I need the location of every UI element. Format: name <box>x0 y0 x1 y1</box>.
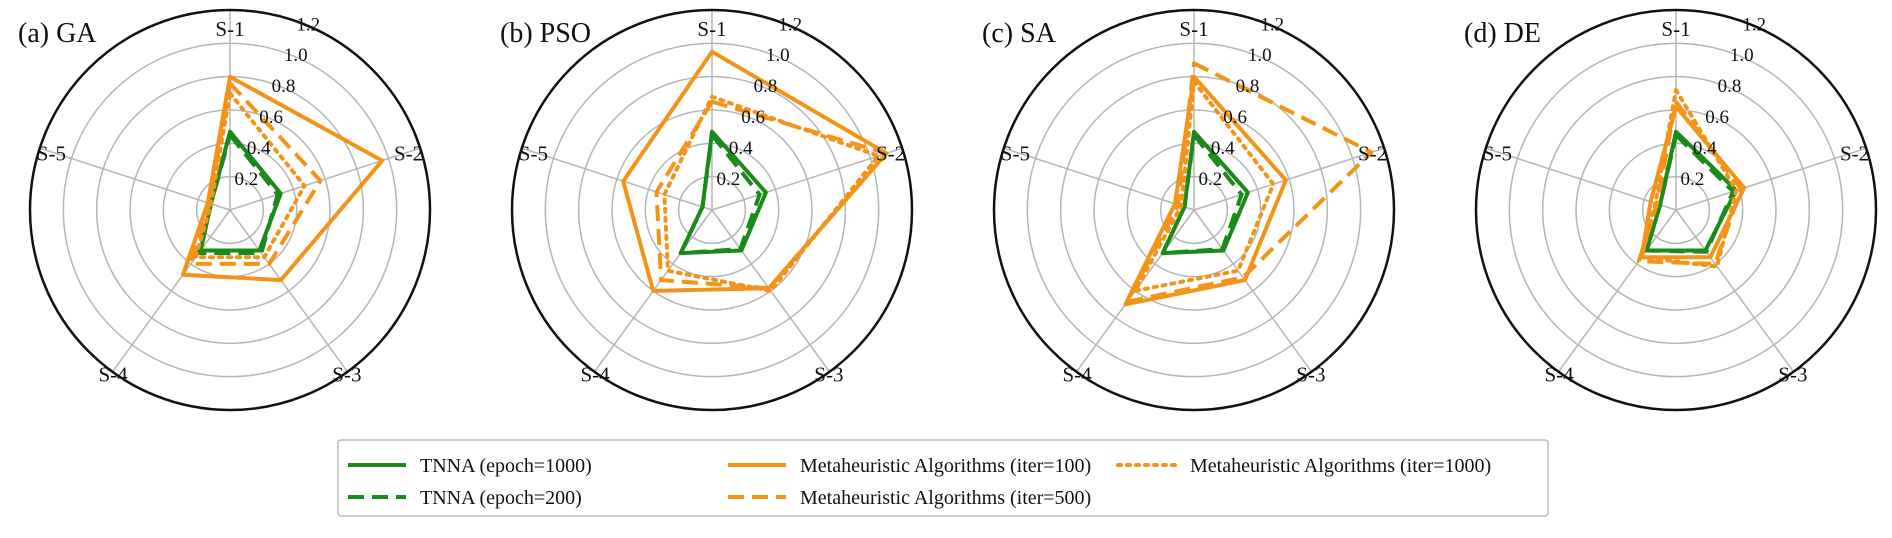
axis-spoke <box>1193 147 1385 211</box>
legend-entries: TNNA (epoch=1000) Metaheuristic Algorithm… <box>348 455 1491 509</box>
series-line <box>1133 79 1276 293</box>
axis-label: S-3 <box>1296 362 1325 386</box>
radar-panel: 0.2 0.4 0.6 0.8 1.0 1.2 S-1 S-2 S-3 S-4 S-5 (a) GA <box>18 8 432 412</box>
tick-label: 0.6 <box>1705 107 1729 128</box>
axis-label: S-4 <box>581 362 611 386</box>
tick-label: 0.2 <box>1681 169 1705 190</box>
legend-label: TNNA (epoch=1000) <box>420 455 592 477</box>
series-line <box>678 129 768 256</box>
tick-label: 0.4 <box>729 138 753 159</box>
axis-label: S-3 <box>1778 362 1807 386</box>
panel-title: (c) SA <box>982 18 1057 49</box>
outer-frame <box>510 8 914 412</box>
tick-label: 1.2 <box>1742 14 1766 35</box>
axis-spoke <box>229 209 349 373</box>
series-line <box>621 49 889 293</box>
axis-spoke <box>1557 209 1677 373</box>
tick-label: 0.2 <box>1199 169 1223 190</box>
axis-label: S-1 <box>1661 17 1690 41</box>
radar-panel: 0.2 0.4 0.6 0.8 1.0 1.2 S-1 S-2 S-3 S-4 S-5 (d) DE <box>1464 8 1878 412</box>
series-line <box>1639 104 1747 260</box>
tick-label: 1.2 <box>296 14 320 35</box>
axis-spoke <box>39 147 231 211</box>
tick-label: 0.2 <box>235 169 259 190</box>
axis-spoke <box>229 147 421 211</box>
legend-item: Metaheuristic Algorithms (iter=100) <box>728 455 1091 477</box>
radar-panels: 0.20.40.60.81.01.2S-1S-2S-3S-4S-5(a) GA0… <box>18 8 1878 412</box>
series-line <box>678 133 762 256</box>
axis-spoke <box>1003 147 1195 211</box>
axis-label: S-4 <box>1545 362 1575 386</box>
legend-item: Metaheuristic Algorithms (iter=1000) <box>1116 455 1491 477</box>
axis-label: S-1 <box>1179 17 1208 41</box>
axis-label: S-2 <box>876 142 905 166</box>
legend-label: Metaheuristic Algorithms (iter=100) <box>800 455 1091 477</box>
tick-label: 0.6 <box>1223 107 1247 128</box>
tick-label: 0.8 <box>272 76 296 97</box>
radar-panel: 0.2 0.4 0.6 0.8 1.0 1.2 S-1 S-2 S-3 S-4 S-5 (c) SA <box>982 8 1396 412</box>
tick-label: 1.0 <box>284 45 308 66</box>
series-line <box>1644 133 1736 254</box>
legend-label: Metaheuristic Algorithms (iter=1000) <box>1190 455 1491 477</box>
legend-label: Metaheuristic Algorithms (iter=500) <box>800 487 1091 509</box>
axis-label: S-1 <box>215 17 244 41</box>
series-line <box>1160 129 1250 256</box>
tick-label: 1.0 <box>1248 45 1272 66</box>
tick-label: 1.0 <box>766 45 790 66</box>
axis-label: S-3 <box>814 362 843 386</box>
legend-item: TNNA (epoch=200) <box>348 487 582 509</box>
tick-label: 0.8 <box>1236 76 1260 97</box>
axis-label: S-1 <box>697 17 726 41</box>
outer-frame <box>28 8 432 412</box>
axis-label: S-2 <box>1358 142 1387 166</box>
panel-title: (a) GA <box>18 18 97 49</box>
series-line <box>662 94 881 293</box>
axis-label: S-3 <box>332 362 361 386</box>
axis-spoke <box>1675 147 1867 211</box>
series-line <box>1160 133 1244 256</box>
outer-frame <box>992 8 1396 412</box>
tick-label: 1.2 <box>1260 14 1284 35</box>
tick-label: 1.0 <box>1730 45 1754 66</box>
axis-spoke <box>711 147 903 211</box>
series-line <box>654 99 889 291</box>
legend-item: Metaheuristic Algorithms (iter=500) <box>728 487 1091 509</box>
tick-label: 0.2 <box>717 169 741 190</box>
axis-label: S-5 <box>519 142 548 166</box>
legend-label: TNNA (epoch=200) <box>420 487 582 509</box>
tick-label: 0.6 <box>741 107 765 128</box>
outer-frame <box>1474 8 1878 412</box>
series-line <box>1123 74 1288 307</box>
axis-label: S-5 <box>1001 142 1030 166</box>
axis-spoke <box>111 209 231 373</box>
axis-spoke <box>1675 209 1795 373</box>
axis-label: S-4 <box>99 362 129 386</box>
legend: TNNA (epoch=1000) Metaheuristic Algorithm… <box>337 439 1549 517</box>
tick-label: 0.4 <box>1211 138 1235 159</box>
axis-label: S-4 <box>1063 362 1093 386</box>
axis-spoke <box>1485 147 1677 211</box>
axis-spoke <box>1193 209 1313 373</box>
series-line <box>193 91 307 260</box>
tick-label: 0.4 <box>1693 138 1717 159</box>
series-line <box>196 133 280 256</box>
series-line <box>1125 61 1374 304</box>
panel-title: (b) PSO <box>500 18 591 49</box>
axis-label: S-2 <box>1840 142 1869 166</box>
series-line <box>1639 88 1739 269</box>
tick-label: 0.8 <box>754 76 778 97</box>
legend-item: TNNA (epoch=1000) <box>348 455 592 477</box>
axis-spoke <box>521 147 713 211</box>
panel-title: (d) DE <box>1464 18 1541 49</box>
legend-frame <box>337 439 1549 517</box>
radar-panel: 0.2 0.4 0.6 0.8 1.0 1.2 S-1 S-2 S-3 S-4 S-5 (b) PSO <box>500 8 914 412</box>
tick-label: 1.2 <box>778 14 802 35</box>
axis-label: S-5 <box>37 142 66 166</box>
tick-label: 0.4 <box>247 138 271 159</box>
tick-label: 0.8 <box>1718 76 1742 97</box>
axis-label: S-2 <box>394 142 423 166</box>
tick-label: 0.6 <box>259 107 283 128</box>
axis-label: S-5 <box>1483 142 1512 166</box>
